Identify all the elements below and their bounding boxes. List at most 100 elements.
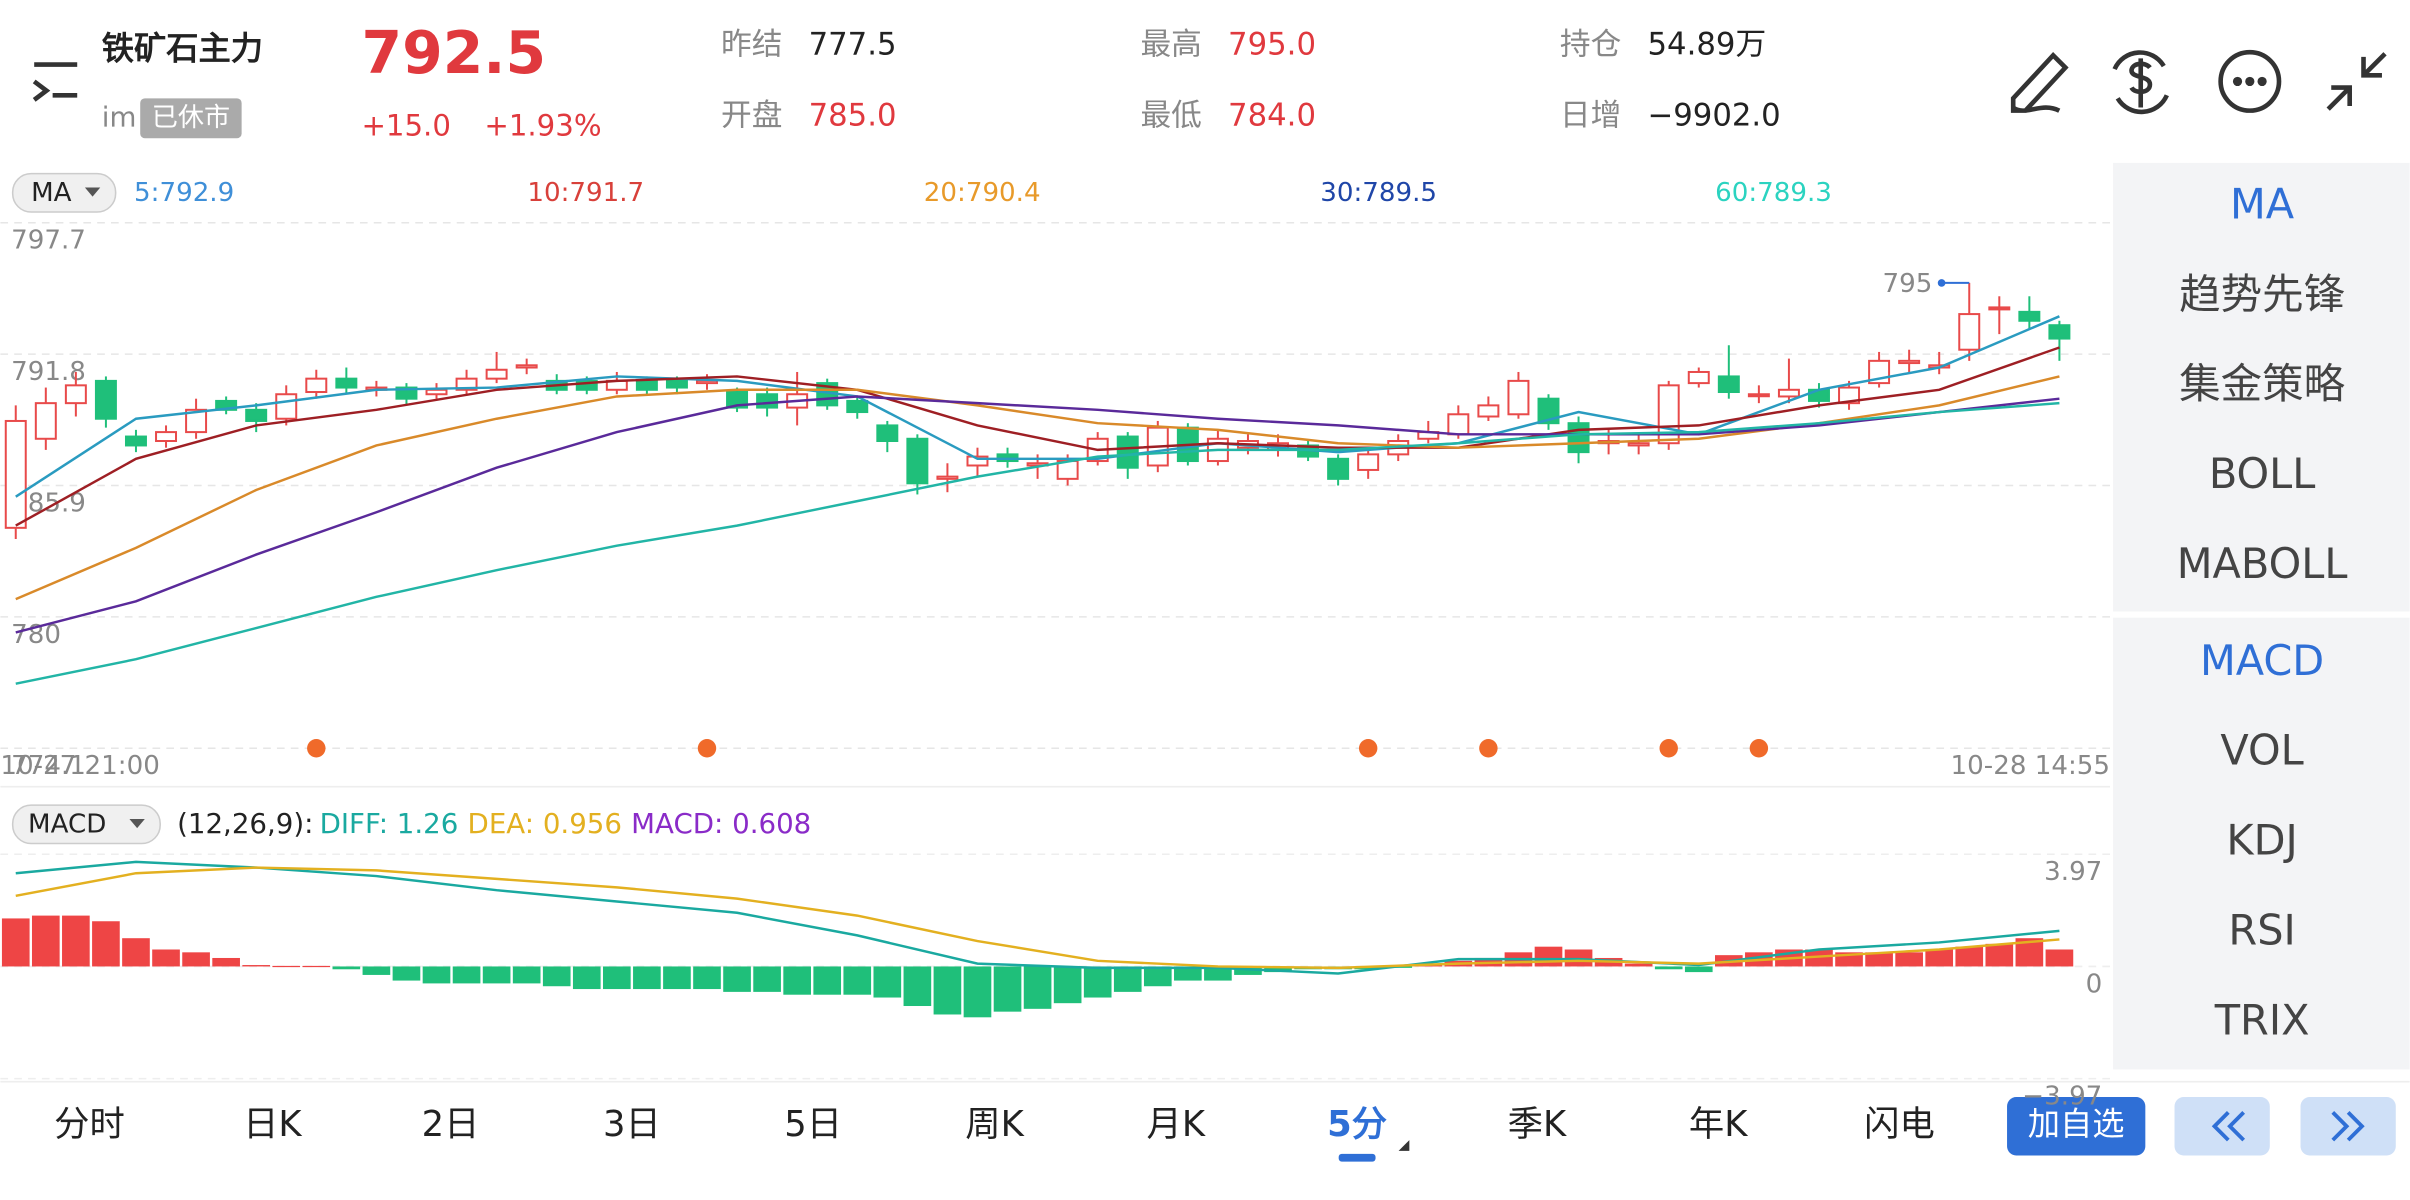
indicator-name[interactable]: MACD [28,810,106,840]
macd-bar [512,966,541,984]
macd-bar [693,966,721,990]
stat-label: 开盘 [721,97,782,133]
macd-bar [122,938,150,967]
menu-icon[interactable] [32,62,78,102]
macd-bar [362,966,391,975]
macd-bar [1083,966,1112,998]
macd-legend: (12,26,9): DIFF: 1.26 DEA: 0.956 MACD: 0.60… [177,807,811,840]
side-menu-item[interactable]: KDJ [2226,816,2297,865]
macd-bar [1534,946,1563,967]
tab[interactable]: 季K [1508,1104,1567,1145]
candle-body [94,379,117,420]
macd-bar [1624,963,1653,967]
macd-bar [813,966,842,995]
macd-bar [1805,949,1833,967]
y-tick-label: 0 [2086,969,2103,999]
draw-icon[interactable] [2010,51,2069,113]
side-menu-item[interactable]: VOL [2220,726,2303,775]
tab-selected[interactable]: 5分 [1327,1104,1387,1145]
side-menu-item[interactable]: MACD [2200,636,2324,685]
macd-bar [542,966,571,987]
side-panel [2113,617,2410,1070]
side-menu-item[interactable]: BOLL [2209,449,2316,498]
macd-bar [212,957,240,967]
status: 已休市 [152,103,230,133]
macd-bar [182,952,210,967]
indicator-name[interactable]: MA [31,178,72,208]
stat-label: 最高 [1140,27,1201,63]
tab[interactable]: 周K [965,1104,1024,1145]
tab[interactable]: 年K [1689,1104,1748,1145]
macd-bar [783,966,811,995]
macd-bar [272,965,301,968]
macd-bar [2045,949,2074,967]
candle-body [395,386,418,400]
macd-bar [572,966,601,990]
more-icon[interactable] [2218,49,2282,113]
tab[interactable]: 3日 [603,1104,661,1145]
candle-body [906,437,929,485]
macd-bar [1925,949,1954,967]
macd-params: (12,26,9): [177,807,313,840]
candle-body [1958,313,1981,351]
change: +15.0 [361,109,450,143]
side-menu-item[interactable]: RSI [2228,905,2295,954]
macd-line [15,866,2060,970]
candle-body [124,435,147,447]
macd-bar [753,966,781,992]
tab[interactable]: 日K [243,1104,302,1145]
candle-body [275,393,298,420]
change-pct: +1.93% [484,109,601,143]
indicator-select[interactable] [11,804,161,845]
add-button[interactable] [2007,1097,2146,1156]
candle-body [1327,457,1350,480]
tab[interactable]: 分时 [54,1104,125,1145]
currency-icon[interactable] [2112,50,2169,115]
tab[interactable]: 5日 [784,1104,842,1145]
tab[interactable]: 2日 [422,1104,480,1145]
stat-label: 最低 [1140,97,1201,133]
legend-entry: MACD: 0.608 [631,807,811,840]
side-menu-item[interactable]: 集金策略 [2179,359,2345,408]
add-button-label[interactable]: 加自选 [2028,1105,2125,1143]
max-label: 795 [1883,269,1933,299]
candle-body [64,384,87,405]
signal-dot [1659,739,1678,758]
side-menu-item[interactable]: MA [2230,179,2295,228]
max-dot [1937,279,1946,287]
dropdown-arrow [129,818,145,829]
collapse-icon[interactable] [2326,52,2387,111]
macd-bar [663,966,691,990]
macd-bar [332,966,361,970]
candle-body [966,455,989,467]
exchange: im [102,100,137,133]
y-tick-label: −3.97 [2022,1082,2102,1112]
signal-dot [307,739,326,758]
ma-line [15,315,2060,498]
macd-bar [452,966,481,984]
signal-dot [1358,739,1378,758]
legend-entry: 5:792.9 [134,178,234,208]
side-panel [2113,162,2410,612]
candle-body [1988,306,2011,311]
candle-body [1687,370,1710,385]
macd-bar [62,915,90,967]
tab[interactable]: 闪电 [1864,1104,1935,1145]
stat-label: 日增 [1560,97,1621,133]
tab[interactable]: 月K [1147,1104,1206,1145]
macd-bar [1955,946,1984,967]
side-menu-item[interactable]: MABOLL [2177,539,2348,588]
side-menu-item[interactable]: 趋势先锋 [2179,269,2345,318]
prev-button[interactable] [2174,1097,2270,1156]
indicator-select[interactable] [11,172,117,213]
candle-body [876,424,899,442]
stat-label: 持仓 [1560,27,1621,63]
macd-bar [1865,952,1893,967]
signal-dot [1479,739,1498,758]
macd-bar [1264,966,1292,973]
candle-body [455,377,478,391]
side-menu-item[interactable]: TRIX [2214,995,2310,1044]
candle-body [726,391,749,409]
macd-bar [392,966,421,981]
